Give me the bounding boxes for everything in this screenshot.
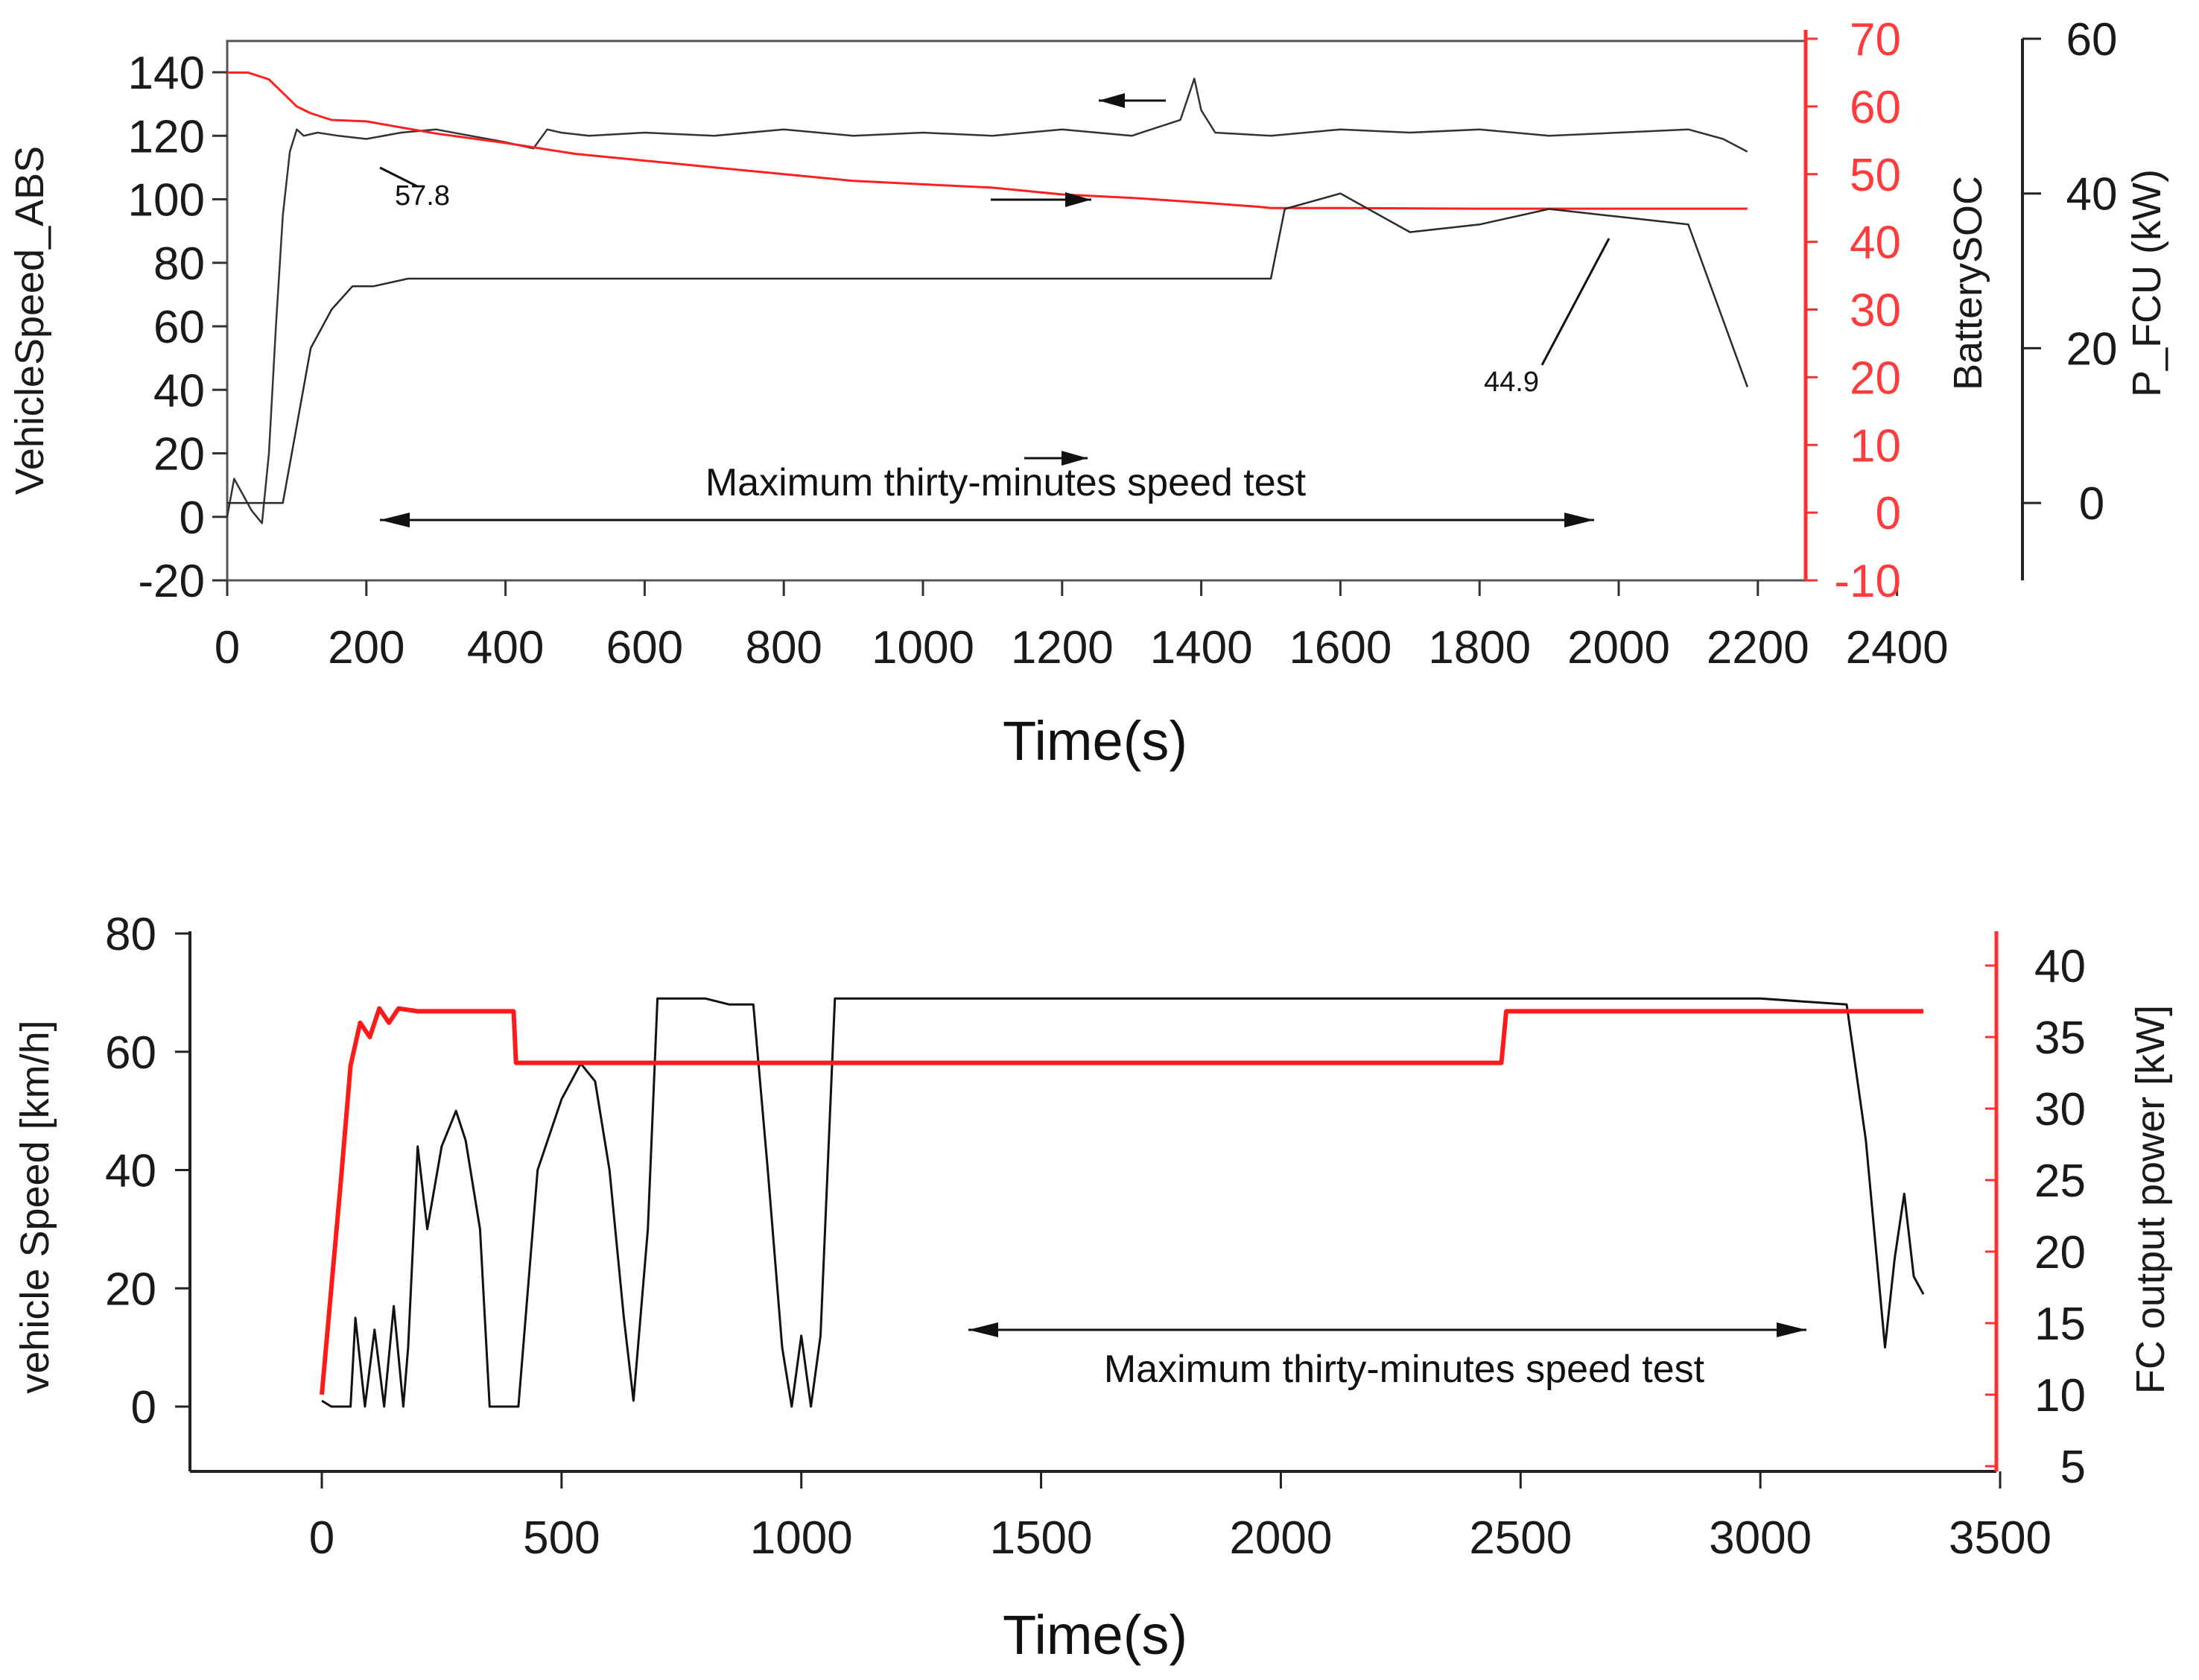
top-x-tick-label: 1600	[1289, 622, 1392, 673]
top-x-tick-label: 1800	[1428, 622, 1531, 673]
top-series-vehiclespeed-abs	[226, 77, 1748, 524]
bottom-right-y-ticks: 5 10 15 20 25 30 35 40	[1985, 941, 2086, 1493]
top-series-batterysoc	[227, 71, 1748, 210]
bottom-test-arrow-left-head	[968, 1322, 998, 1337]
top-x-tick-label: 1400	[1150, 622, 1253, 673]
bottom-left-tick-label: 60	[105, 1027, 156, 1079]
bottom-right-tick-label: 25	[2034, 1156, 2086, 1207]
top-series-lines	[226, 71, 1748, 524]
top-chart: 0 200 400 600 800 1000 1200 1400 1600 1800 2000 220…	[7, 14, 2169, 772]
bottom-x-axis-title: Time(s)	[1003, 1604, 1187, 1666]
top-pfcu-tick-label: 20	[2066, 323, 2118, 375]
top-pfcu-tick-label: 40	[2066, 169, 2118, 221]
bottom-right-tick-label: 30	[2034, 1084, 2086, 1135]
top-pfcu-axis-title: P_FCU (kW)	[2125, 169, 2169, 397]
bottom-test-arrow-right-head	[1777, 1322, 1806, 1337]
top-soc-tick-label: -10	[1834, 556, 1901, 607]
top-left-tick-label: 140	[128, 48, 205, 99]
bottom-chart: 0 500 1000 1500 2000 2500 3000 3500 0 20 40 60 80 5…	[13, 909, 2173, 1666]
bottom-right-tick-label: 40	[2034, 941, 2086, 992]
top-x-tick-label: 400	[467, 622, 544, 673]
bottom-series-lines	[320, 997, 1925, 1408]
top-left-tick-label: 0	[180, 492, 205, 544]
top-x-ticks: 0 200 400 600 800 1000 1200 1400 1600 1800 2000 220…	[215, 580, 1949, 673]
top-left-axis-title: VehicleSpeed_ABS	[7, 146, 52, 495]
bottom-left-axis-title: vehicle Speed [km/h]	[13, 1020, 57, 1393]
bottom-x-tick-label: 1500	[990, 1512, 1093, 1564]
bottom-test-label: Maximum thirty-minutes speed test	[1104, 1348, 1705, 1391]
top-x-axis-title: Time(s)	[1003, 710, 1187, 772]
top-x-tick-label: 0	[215, 622, 240, 673]
top-soc-axis-arrow-head	[1065, 192, 1091, 207]
top-soc-tick-label: 30	[1850, 285, 1901, 337]
bottom-left-tick-label: 80	[105, 909, 156, 960]
top-series-p-fcu	[227, 192, 1748, 504]
bottom-x-tick-label: 500	[523, 1512, 600, 1564]
top-x-tick-label: 2200	[1707, 622, 1809, 673]
top-test-label: Maximum thirty-minutes speed test	[705, 461, 1307, 504]
bottom-right-tick-label: 10	[2034, 1370, 2086, 1421]
top-left-tick-label: 100	[128, 175, 205, 226]
top-soc-tick-label: 10	[1850, 420, 1901, 472]
top-x-tick-label: 1200	[1011, 622, 1114, 673]
bottom-left-tick-label: 0	[131, 1382, 156, 1433]
bottom-right-axis-title: FC output power [kW]	[2128, 1005, 2173, 1394]
top-test-arrow-right-head	[1564, 513, 1594, 527]
bottom-x-tick-label: 2500	[1469, 1512, 1572, 1564]
bottom-x-tick-label: 1000	[750, 1512, 853, 1564]
bottom-x-tick-label: 3500	[1949, 1512, 2052, 1564]
top-left-tick-label: 120	[128, 111, 205, 162]
top-annotation-44-9-leader	[1540, 238, 1611, 366]
top-speed-axis-arrow-head	[1099, 93, 1125, 108]
top-left-tick-label: 40	[153, 365, 205, 416]
top-soc-tick-label: 70	[1850, 14, 1901, 66]
bottom-series-vehicle-speed	[321, 997, 1925, 1408]
top-x-tick-label: 2400	[1846, 622, 1949, 673]
top-annotation-57-8-leader	[379, 166, 418, 188]
bottom-left-y-ticks: 0 20 40 60 80	[105, 909, 190, 1433]
bottom-x-tick-label: 2000	[1229, 1512, 1332, 1564]
top-pfcu-y-ticks: 0 20 40 60	[2022, 14, 2117, 530]
top-soc-axis-title: BatterySOC	[1946, 176, 1990, 390]
top-soc-tick-label: 20	[1850, 352, 1901, 404]
top-soc-tick-label: 50	[1850, 150, 1901, 201]
top-left-tick-label: -20	[138, 556, 205, 607]
bottom-series-fc-output-power	[320, 1006, 1923, 1395]
top-left-tick-label: 80	[153, 238, 205, 290]
top-soc-tick-label: 40	[1850, 218, 1901, 269]
bottom-right-tick-label: 15	[2034, 1299, 2086, 1350]
top-x-tick-label: 600	[606, 622, 683, 673]
top-left-tick-label: 20	[153, 429, 205, 481]
top-left-y-ticks: -20 0 20 40 60 80 100 120 140	[128, 48, 227, 607]
top-x-tick-label: 800	[745, 622, 822, 673]
bottom-left-tick-label: 20	[105, 1264, 156, 1315]
top-x-tick-label: 1000	[872, 622, 974, 673]
bottom-x-tick-label: 3000	[1709, 1512, 1812, 1564]
bottom-right-tick-label: 5	[2060, 1442, 2086, 1493]
top-soc-tick-label: 60	[1850, 82, 1901, 133]
top-x-tick-label: 2000	[1567, 622, 1670, 673]
top-x-tick-label: 200	[328, 622, 404, 673]
bottom-right-tick-label: 20	[2034, 1227, 2086, 1278]
top-annotation-57-8: 57.8	[395, 180, 450, 212]
top-pfcu-axis-arrow-head	[1062, 451, 1088, 466]
top-soc-tick-label: 0	[1876, 488, 1901, 539]
top-pfcu-tick-label: 60	[2066, 14, 2118, 66]
top-soc-y-ticks: -10 0 10 20 30 40 50 60 70	[1806, 14, 1901, 607]
bottom-x-tick-label: 0	[309, 1512, 334, 1564]
bottom-left-tick-label: 40	[105, 1146, 156, 1197]
bottom-x-ticks: 0 500 1000 1500 2000 2500 3000 3500	[309, 1471, 2052, 1564]
bottom-right-tick-label: 35	[2034, 1012, 2086, 1064]
top-annotation-44-9: 44.9	[1484, 367, 1539, 398]
top-left-tick-label: 60	[153, 302, 205, 353]
top-test-arrow-left-head	[380, 513, 410, 527]
top-pfcu-tick-label: 0	[2079, 478, 2104, 530]
